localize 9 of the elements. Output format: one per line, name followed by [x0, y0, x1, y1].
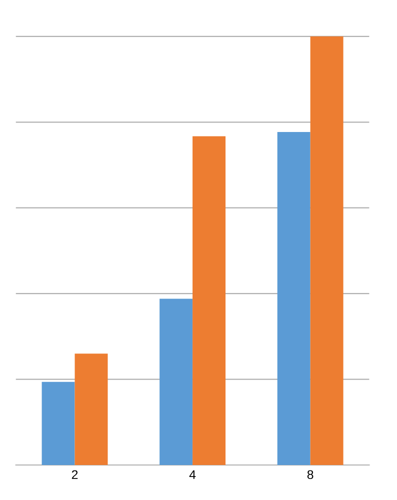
x-tick-label: 4 [189, 470, 196, 479]
x-tick-label: 8 [307, 470, 314, 480]
bar [277, 132, 310, 465]
bar [42, 382, 75, 465]
bar [310, 36, 344, 465]
bar [192, 136, 226, 465]
bar [74, 354, 108, 465]
bar [160, 298, 193, 465]
x-tick-label: 2 [72, 470, 78, 479]
